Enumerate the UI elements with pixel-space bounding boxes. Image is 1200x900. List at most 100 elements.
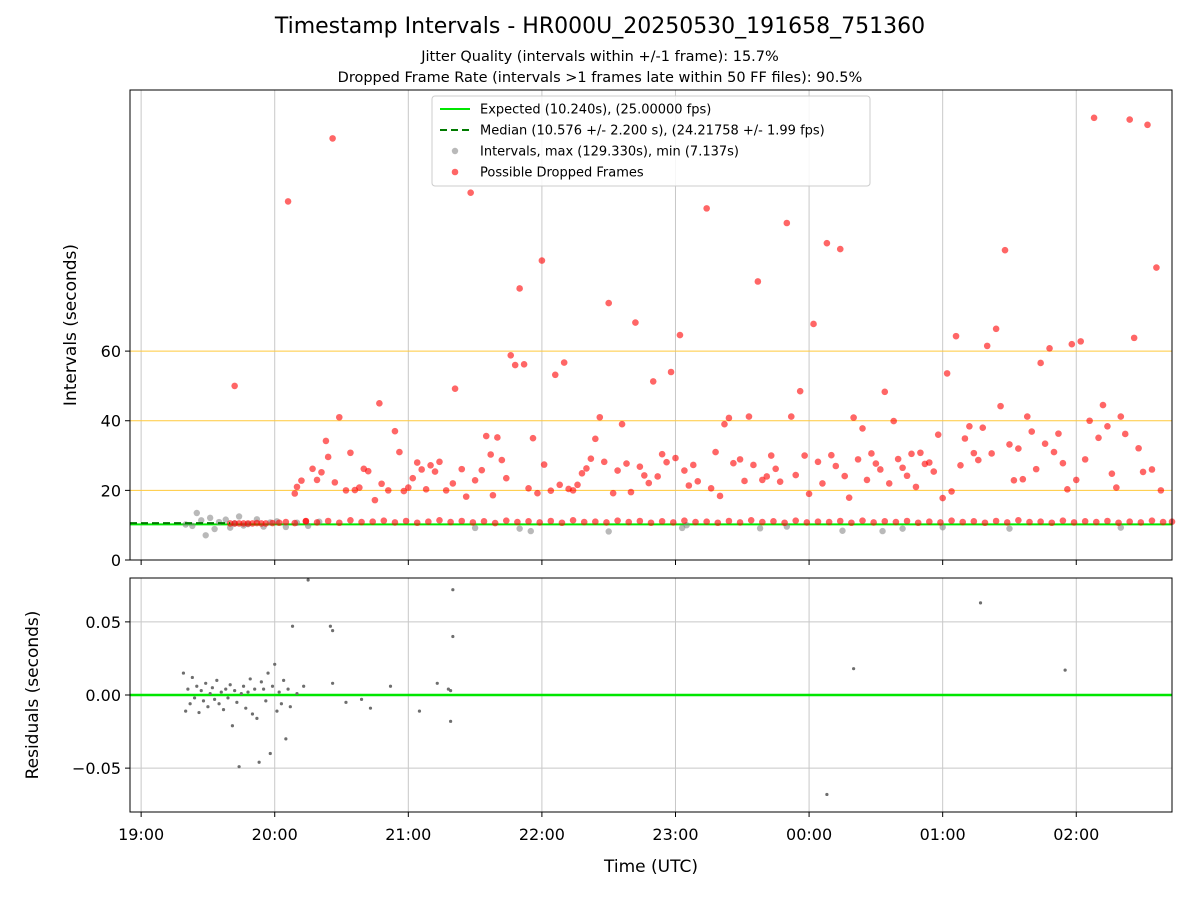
- dropped-frame-point: [574, 481, 581, 489]
- residual-point: [235, 700, 239, 704]
- dropped-frame-point: [623, 460, 630, 467]
- dropped-frame-point: [1108, 470, 1116, 477]
- dropped-frame-point: [868, 450, 875, 457]
- dropped-frame-point: [249, 520, 256, 527]
- residual-point: [228, 683, 232, 687]
- dropped-frame-point: [1059, 517, 1067, 524]
- dropped-frame-point: [1139, 468, 1147, 476]
- dropped-frame-point: [538, 257, 546, 264]
- dropped-frame-point: [783, 219, 791, 227]
- dropped-frame-point: [736, 456, 744, 463]
- dropped-frame-point: [511, 361, 519, 369]
- dropped-frame-point: [520, 361, 528, 368]
- dropped-frame-point: [1015, 445, 1022, 452]
- dropped-frame-point: [814, 458, 822, 466]
- residual-point: [359, 697, 364, 701]
- dropped-frame-point: [547, 517, 555, 525]
- dropped-frame-point: [759, 518, 766, 526]
- residual-point: [250, 712, 255, 716]
- dropped-frame-point: [736, 519, 744, 526]
- dropped-frame-point: [776, 478, 784, 485]
- dropped-frame-point: [848, 519, 855, 527]
- interval-point: [235, 513, 243, 520]
- dropped-frame-point: [331, 479, 339, 486]
- dropped-frame-point: [302, 517, 310, 525]
- dropped-frame-point: [409, 474, 417, 482]
- interval-point: [226, 524, 234, 531]
- interval-point: [293, 519, 301, 526]
- y-tick-label: 0.05: [85, 613, 121, 632]
- residual-point: [306, 578, 310, 582]
- dropped-frame-point: [502, 474, 510, 482]
- residual-point: [237, 765, 241, 769]
- dropped-frame-point: [787, 413, 795, 420]
- interval-point: [1117, 524, 1124, 531]
- legend-box: [431, 95, 871, 187]
- residual-point: [244, 706, 248, 710]
- dropped-frame-point: [667, 368, 675, 376]
- dropped-frame-point: [948, 488, 955, 495]
- dropped-frame-point: [335, 413, 343, 421]
- interval-point: [211, 525, 218, 533]
- dropped-frame-point: [436, 458, 443, 466]
- dropped-frame-point: [600, 458, 608, 466]
- dropped-frame-point: [669, 519, 677, 526]
- dropped-frame-point: [1064, 486, 1071, 493]
- dropped-frame-point: [569, 517, 577, 524]
- x-tick-label: 19:00: [118, 825, 164, 844]
- dropped-frame-point: [854, 456, 862, 463]
- dropped-frame-point: [892, 518, 900, 526]
- dropped-frame-point: [253, 519, 261, 527]
- dropped-frame-point: [342, 487, 350, 494]
- dropped-frame-point: [725, 517, 733, 525]
- dropped-frame-point: [536, 519, 543, 526]
- residual-point: [279, 702, 284, 706]
- residual-point: [290, 624, 295, 628]
- dropped-frame-point: [1081, 456, 1089, 463]
- dropped-frame-point: [480, 518, 488, 525]
- dropped-frame-rate-subtitle: Dropped Frame Rate (intervals >1 frames …: [337, 70, 863, 86]
- dropped-frame-point: [578, 470, 586, 477]
- dropped-frame-point: [596, 413, 604, 421]
- dropped-frame-point: [1059, 459, 1067, 467]
- dropped-frame-point: [376, 400, 383, 407]
- residual-point: [224, 687, 228, 691]
- dropped-frame-point: [1077, 338, 1085, 345]
- interval-point: [222, 516, 229, 523]
- dropped-frame-point: [356, 484, 363, 491]
- dropped-frame-point: [676, 331, 684, 339]
- dropped-frame-point: [926, 459, 933, 466]
- dropped-frame-point: [1026, 518, 1033, 526]
- residual-point: [181, 671, 186, 675]
- residual-point: [449, 689, 453, 693]
- dropped-frame-point: [890, 417, 897, 425]
- dropped-frame-point: [1055, 430, 1062, 437]
- dropped-frame-point: [658, 518, 666, 525]
- dropped-frame-point: [1113, 484, 1120, 491]
- dropped-frame-point: [814, 518, 822, 526]
- dropped-frame-point: [309, 465, 316, 473]
- residual-point: [266, 671, 270, 675]
- dropped-frame-point: [540, 461, 548, 468]
- residual-point: [388, 684, 393, 688]
- dropped-frame-point: [899, 464, 906, 472]
- dropped-frame-point: [992, 517, 1000, 525]
- dropped-frame-point: [302, 518, 310, 525]
- dropped-frame-point: [603, 519, 610, 526]
- dropped-frame-point: [625, 518, 633, 526]
- residual-point: [210, 686, 214, 690]
- dropped-frame-point: [1086, 417, 1093, 425]
- dropped-frame-point: [1072, 476, 1080, 484]
- interval-point: [253, 516, 261, 523]
- dropped-frame-point: [1099, 401, 1107, 409]
- residual-point: [248, 677, 252, 681]
- dropped-frame-point: [658, 450, 666, 458]
- dropped-frame-point: [422, 486, 430, 493]
- interval-point: [244, 520, 252, 528]
- dropped-frame-point: [970, 518, 978, 525]
- residual-point: [978, 601, 983, 605]
- dropped-frame-point: [525, 484, 532, 492]
- dropped-frame-point: [487, 451, 494, 458]
- dropped-frame-point: [741, 477, 748, 485]
- dropped-frame-point: [745, 413, 753, 420]
